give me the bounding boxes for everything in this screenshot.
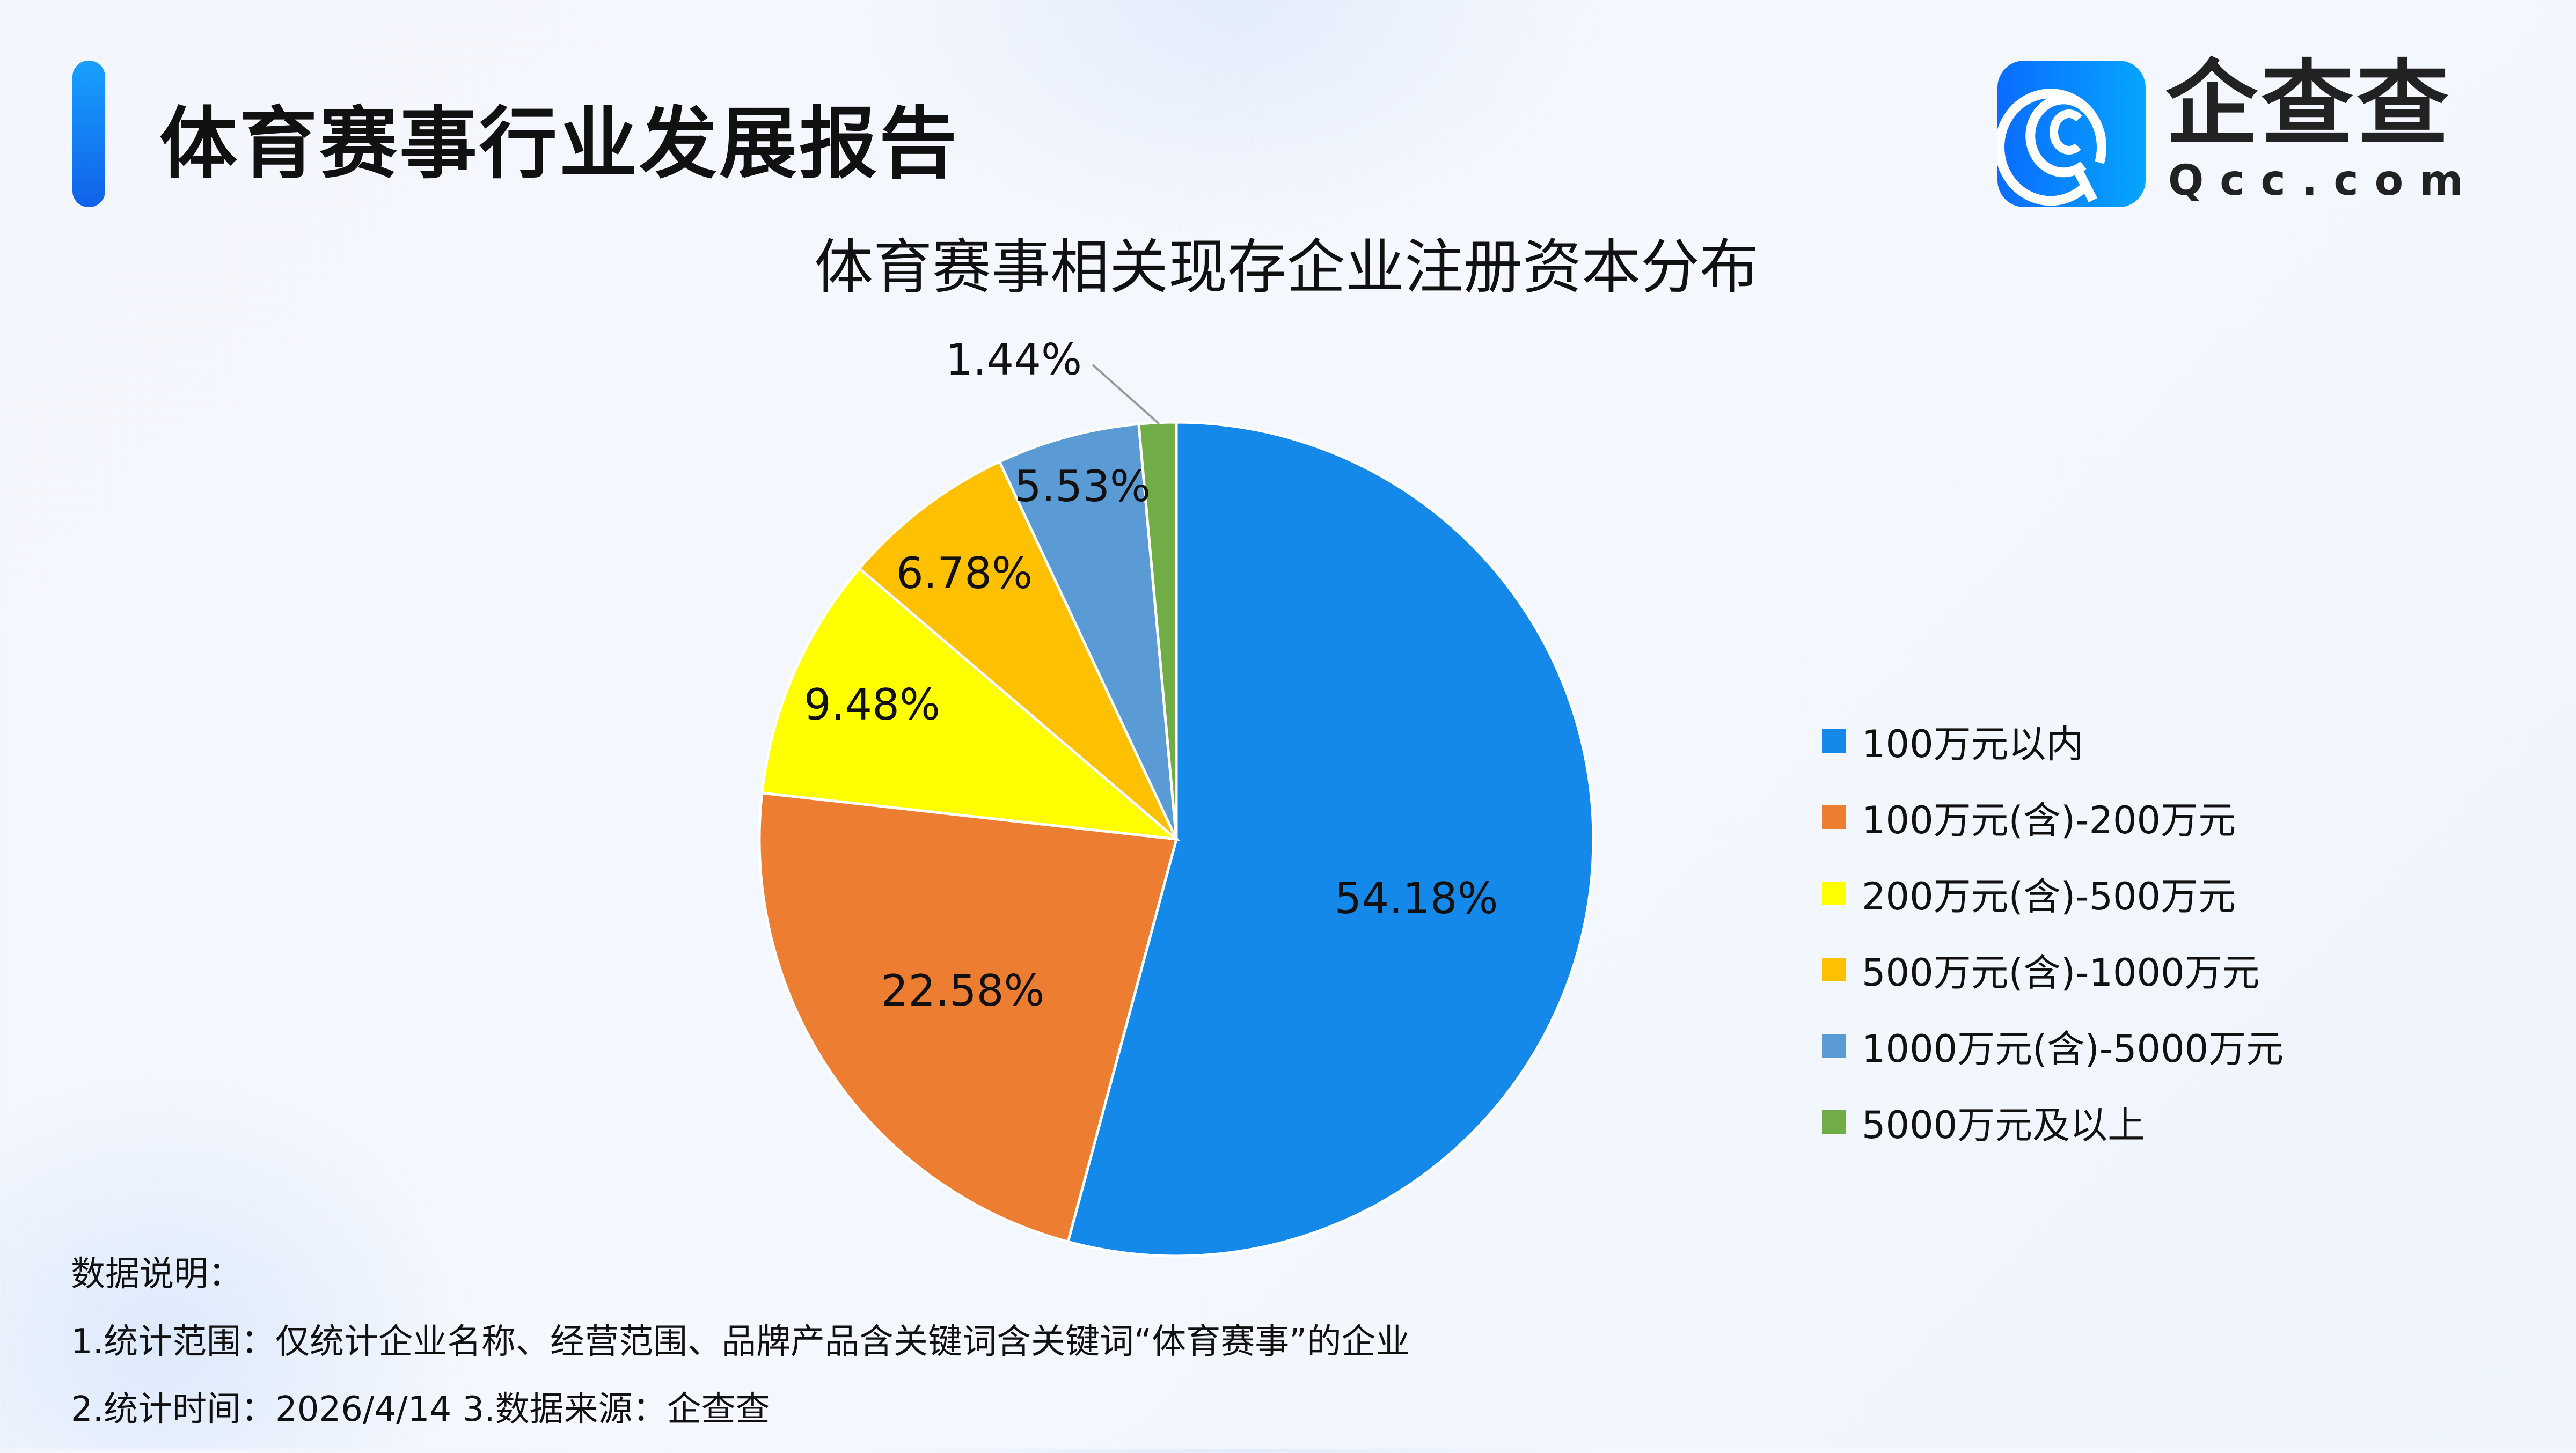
legend-swatch xyxy=(1822,729,1846,753)
legend-swatch xyxy=(1822,805,1846,829)
notes-time-source: 2.统计时间：2026/4/14 3.数据来源：企查查 xyxy=(71,1390,770,1429)
data-label: 5.53% xyxy=(1014,461,1151,511)
notes-scope: 1.统计范围：仅统计企业名称、经营范围、品牌产品含关键词含关键词“体育赛事”的企… xyxy=(71,1322,1410,1362)
data-label: 54.18% xyxy=(1334,874,1498,923)
data-label: 6.78% xyxy=(896,548,1033,598)
data-label: 9.48% xyxy=(804,680,940,730)
legend-item: 5000万元及以上 xyxy=(1822,1084,2412,1160)
chart-title: 体育赛事相关现存企业注册资本分布 xyxy=(814,233,1759,302)
leader-line xyxy=(1092,364,1160,425)
legend: 100万元以内 100万元(含)-200万元 200万元(含)-500万元 500万元… xyxy=(1822,703,2412,1160)
data-label: 1.44% xyxy=(946,335,1082,385)
legend-swatch xyxy=(1822,882,1846,905)
title-accent-bar xyxy=(72,61,105,207)
data-label: 22.58% xyxy=(881,966,1044,1016)
notes-heading: 数据说明： xyxy=(71,1254,243,1294)
logo-wordmark: 企查查 xyxy=(2165,50,2452,158)
legend-label: 500万元(含)-1000万元 xyxy=(1862,950,2260,995)
pie-slice xyxy=(758,791,1179,1244)
legend-item: 100万元以内 xyxy=(1822,703,2412,779)
legend-item: 100万元(含)-200万元 xyxy=(1822,779,2412,855)
legend-swatch xyxy=(1822,1110,1846,1134)
legend-label: 5000万元及以上 xyxy=(1862,1103,2146,1147)
pie-slice xyxy=(1066,421,1595,1258)
page-title: 体育赛事行业发展报告 xyxy=(159,99,959,189)
legend-swatch xyxy=(1822,1034,1846,1058)
legend-label: 1000万元(含)-5000万元 xyxy=(1862,1026,2284,1071)
pie-slice xyxy=(760,566,1181,841)
logo-domain: Qcc.com xyxy=(2168,157,2479,205)
data-notes: 数据说明： 1.统计范围：仅统计企业名称、经营范围、品牌产品含关键词含关键词“体… xyxy=(71,1250,1788,1453)
pie-slice xyxy=(857,460,1178,840)
legend-label: 100万元以内 xyxy=(1862,722,2084,766)
legend-item: 500万元(含)-1000万元 xyxy=(1822,931,2412,1008)
legend-item: 200万元(含)-500万元 xyxy=(1822,855,2412,931)
legend-label: 200万元(含)-500万元 xyxy=(1862,874,2236,919)
qcc-logo-icon xyxy=(1995,61,2146,207)
legend-label: 100万元(含)-200万元 xyxy=(1862,798,2236,842)
legend-item: 1000万元(含)-5000万元 xyxy=(1822,1008,2412,1084)
pie-slice xyxy=(998,422,1178,840)
legend-swatch xyxy=(1822,958,1846,981)
